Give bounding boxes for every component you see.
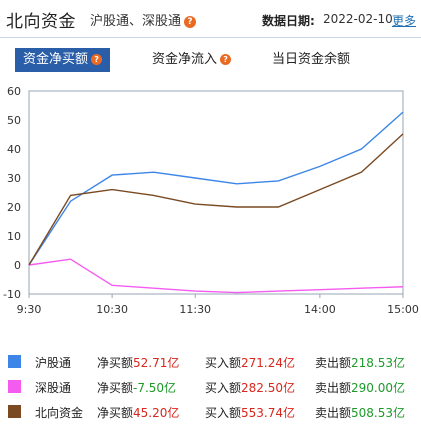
x-tick-label: 9:30 [17, 303, 42, 316]
tab-label: 资金净流入 [152, 52, 218, 67]
y-tick-label: 30 [7, 172, 21, 185]
buy-value: 271.24亿 [241, 356, 295, 370]
x-tick-label: 14:00 [304, 303, 336, 316]
help-icon[interactable]: ? [184, 15, 197, 28]
tab-net-buy[interactable]: 资金净买额? [15, 48, 111, 72]
sell-value: 218.53亿 [351, 356, 405, 370]
tab-daily-balance[interactable]: 当日资金余额 [272, 48, 350, 72]
buy-label: 买入额 [205, 381, 242, 395]
series-line-north [28, 133, 404, 266]
y-tick-label: 0 [14, 259, 21, 272]
page-title: 北向资金 [6, 12, 76, 32]
x-tick-label: 10:30 [96, 303, 128, 316]
sell-value: 508.53亿 [351, 406, 405, 420]
series-line-sgt [28, 258, 404, 294]
header: 北向资金 沪股通、深股通? 数据日期: 2022-02-10 更多 [0, 0, 421, 38]
sell-label: 卖出额 [315, 406, 352, 420]
legend-swatch-hgt [8, 355, 21, 368]
buy-label: 买入额 [205, 356, 242, 370]
net-label: 净买额 [97, 356, 134, 370]
stat-row-hgt: 沪股通 净买额 52.71亿 买入额 271.24亿 卖出额 218.53亿 [0, 352, 421, 372]
series-name: 沪股通 [35, 356, 72, 370]
y-tick-label: 20 [7, 201, 21, 214]
date-value: 2022-02-10 [323, 12, 393, 26]
buy-value: 553.74亿 [241, 406, 295, 420]
stat-row-north: 北向资金 净买额 45.20亿 买入额 553.74亿 卖出额 508.53亿 [0, 402, 421, 422]
more-link[interactable]: 更多 [392, 14, 417, 28]
series-name: 北向资金 [35, 406, 84, 420]
help-icon[interactable]: ? [91, 54, 103, 65]
x-tick-label: 15:00 [387, 303, 419, 316]
plot-frame [28, 90, 404, 295]
tab-net-inflow[interactable]: 资金净流入? [152, 48, 232, 72]
north-bound-chart[interactable]: 60 50 40 30 20 10 0 -10 9:30 10:30 11:30 14:00 15:00 [0, 82, 421, 322]
y-tick-label: 60 [7, 85, 21, 98]
y-tick-label: -10 [3, 288, 21, 301]
series-name: 深股通 [35, 381, 72, 395]
tab-label: 资金净买额 [23, 52, 89, 67]
stat-row-sgt: 深股通 净买额 -7.50亿 买入额 282.50亿 卖出额 290.00亿 [0, 377, 421, 397]
sell-label: 卖出额 [315, 356, 352, 370]
tab-bar: 资金净买额? 资金净流入? 当日资金余额 [0, 48, 421, 72]
y-tick-label: 50 [7, 114, 21, 127]
net-value: 52.71亿 [133, 356, 180, 370]
x-tick-label: 11:30 [179, 303, 211, 316]
y-tick-label: 40 [7, 143, 21, 156]
net-value: -7.50亿 [133, 381, 177, 395]
help-icon[interactable]: ? [220, 54, 232, 65]
net-label: 净买额 [97, 381, 134, 395]
legend-swatch-sgt [8, 380, 21, 393]
net-label: 净买额 [97, 406, 134, 420]
y-tick-label: 10 [7, 230, 21, 243]
legend-swatch-north [8, 405, 21, 418]
header-divider [0, 37, 421, 38]
buy-value: 282.50亿 [241, 381, 295, 395]
series-line-hgt [28, 111, 404, 266]
tab-label: 当日资金余额 [272, 52, 351, 67]
buy-label: 买入额 [205, 406, 242, 420]
date-label: 数据日期: [262, 14, 315, 28]
sell-value: 290.00亿 [351, 381, 405, 395]
chart-svg: 60 50 40 30 20 10 0 -10 9:30 10:30 11:30 14:00 15:00 [3, 85, 419, 316]
net-value: 45.20亿 [133, 406, 180, 420]
subtitle-text: 沪股通、深股通 [90, 14, 182, 29]
sell-label: 卖出额 [315, 381, 352, 395]
subtitle: 沪股通、深股通? [90, 10, 197, 29]
